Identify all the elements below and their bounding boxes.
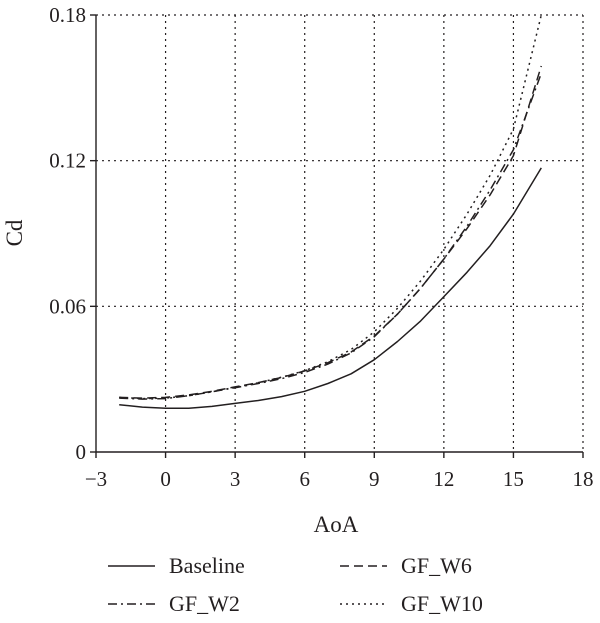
- x-tick-label: 15: [503, 467, 524, 491]
- x-tick-label: 3: [230, 467, 241, 491]
- y-tick-label: 0: [76, 440, 87, 464]
- legend: Baseline GF_W2 GF_W6 GF_W10: [108, 553, 483, 616]
- legend-label: GF_W10: [401, 591, 483, 616]
- x-tick-label: 0: [160, 467, 171, 491]
- x-tick-label: 18: [573, 467, 594, 491]
- y-tick-label: 0.12: [49, 149, 86, 173]
- gridlines: [96, 14, 584, 452]
- series-line-baseline: [119, 167, 542, 410]
- series-line-gf-w10: [119, 14, 543, 400]
- y-tick-label: 0.06: [49, 294, 86, 318]
- x-axis-title: AoA: [314, 512, 359, 537]
- series-lines: [119, 14, 543, 410]
- legend-label: GF_W2: [169, 591, 240, 616]
- tick-labels: −3 0 3 6 9 12 15 18 0 0.06 0.12 0.18: [49, 3, 593, 491]
- y-axis-title: Cd: [2, 219, 27, 246]
- legend-label: Baseline: [169, 553, 245, 578]
- x-tick-label: 12: [433, 467, 454, 491]
- axes: [90, 14, 584, 458]
- x-tick-label: 6: [299, 467, 310, 491]
- x-tick-label: 9: [369, 467, 380, 491]
- legend-label: GF_W6: [401, 553, 472, 578]
- series-line-gf-w2: [119, 73, 543, 400]
- x-tick-label: −3: [85, 467, 107, 491]
- series-line-gf-w6: [119, 65, 543, 399]
- y-tick-label: 0.18: [49, 3, 86, 27]
